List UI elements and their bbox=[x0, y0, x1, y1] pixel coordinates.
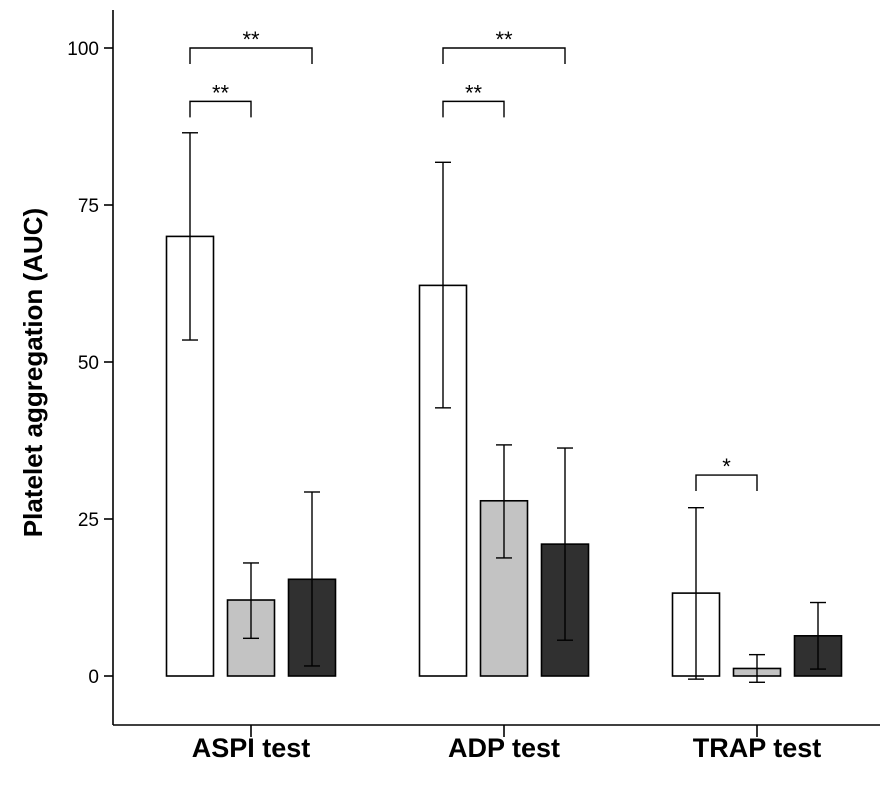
chart-labels: 0 25 50 75 100 ASPI test ADP test TRAP test bbox=[67, 39, 821, 763]
significance-bracket bbox=[442, 100, 505, 118]
chart-axes bbox=[104, 10, 880, 737]
x-category-label: TRAP test bbox=[693, 733, 822, 763]
significance-bracket bbox=[189, 47, 313, 64]
chart-error-bars bbox=[182, 132, 826, 683]
significance-bracket bbox=[189, 100, 252, 118]
significance-label: * bbox=[722, 454, 731, 479]
y-axis-title: Platelet aggregation (AUC) bbox=[18, 208, 48, 537]
y-tick-label: 100 bbox=[67, 39, 99, 60]
x-category-label: ADP test bbox=[448, 733, 560, 763]
chart-significance-brackets: ********* bbox=[189, 27, 758, 492]
y-tick-label: 25 bbox=[78, 510, 99, 531]
y-tick-label: 50 bbox=[78, 353, 99, 374]
significance-bracket bbox=[442, 47, 566, 64]
significance-bracket bbox=[695, 474, 758, 492]
significance-label: ** bbox=[465, 80, 483, 105]
y-tick-label: 75 bbox=[78, 196, 99, 217]
significance-label: ** bbox=[212, 80, 230, 105]
x-category-label: ASPI test bbox=[192, 733, 311, 763]
significance-label: ** bbox=[242, 27, 260, 52]
y-tick-label: 0 bbox=[88, 667, 99, 688]
significance-label: ** bbox=[495, 27, 513, 52]
